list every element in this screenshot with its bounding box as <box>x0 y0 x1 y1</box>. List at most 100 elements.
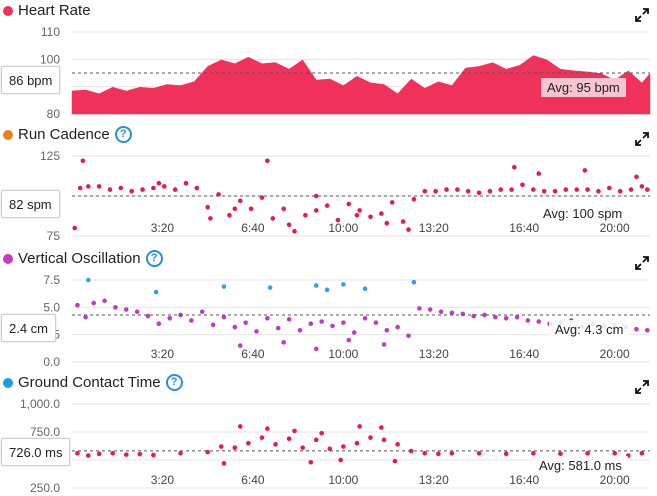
expand-icon[interactable] <box>635 132 649 146</box>
x-tick-label: 20:00 <box>600 473 630 487</box>
data-point <box>91 300 97 306</box>
data-point <box>85 184 91 189</box>
outlier-point <box>85 277 91 283</box>
run-cadence-current-value: 82 spm <box>1 190 60 218</box>
expand-icon[interactable] <box>635 8 649 22</box>
y-tick-label: 75 <box>47 229 61 243</box>
data-point <box>596 188 601 194</box>
help-icon[interactable]: ? <box>145 250 163 267</box>
data-point <box>208 216 213 221</box>
x-tick-label: 10:00 <box>328 347 358 361</box>
data-point <box>634 326 639 332</box>
data-point <box>639 450 645 456</box>
run-cadence-title: Run Cadence ? <box>3 126 132 143</box>
vertical-oscillation-title-label: Vertical Oscillation <box>18 250 141 267</box>
data-point <box>338 457 343 463</box>
data-point <box>384 220 390 226</box>
y-tick-label: 7.5 <box>43 273 60 287</box>
outlier-point <box>324 287 330 293</box>
data-point <box>319 430 324 436</box>
data-point <box>123 452 129 457</box>
ground-contact-current-value: 726.0 ms <box>1 438 71 466</box>
ground-contact-time-panel: Ground Contact Time ? 1,000.0750.0500.02… <box>0 372 657 496</box>
data-point <box>243 320 248 325</box>
data-point <box>503 315 509 321</box>
y-tick-label: 5.0 <box>43 300 60 314</box>
data-point <box>248 206 254 212</box>
data-point <box>85 453 91 458</box>
data-point <box>205 204 210 210</box>
x-tick-label: 6:40 <box>241 347 265 361</box>
data-point <box>286 436 292 442</box>
data-point <box>520 182 525 188</box>
heart-rate-color-dot <box>3 5 13 16</box>
data-point <box>313 193 319 199</box>
data-point <box>313 437 319 443</box>
data-point <box>354 212 360 218</box>
run-cadence-average-label: Avg: 100 spm <box>537 204 629 223</box>
data-point <box>465 188 471 194</box>
data-point <box>107 187 113 192</box>
data-point <box>552 188 558 194</box>
data-point <box>172 187 178 192</box>
data-point <box>221 461 227 466</box>
data-point <box>151 452 156 458</box>
data-point <box>351 330 357 335</box>
data-point <box>221 314 227 320</box>
x-tick-label: 20:00 <box>600 221 630 235</box>
data-point <box>80 158 86 164</box>
data-point <box>194 185 200 191</box>
data-point <box>455 187 460 192</box>
help-icon[interactable]: ? <box>165 374 183 391</box>
data-point <box>232 445 238 450</box>
data-point <box>286 222 292 228</box>
expand-icon[interactable] <box>635 256 649 270</box>
data-point <box>400 219 406 224</box>
data-point <box>444 187 449 192</box>
data-point <box>237 424 243 429</box>
data-point <box>129 188 134 194</box>
data-point <box>498 187 504 192</box>
x-tick-label: 3:20 <box>151 221 175 235</box>
data-point <box>357 424 362 429</box>
y-tick-label: 125 <box>40 149 60 163</box>
data-point <box>531 187 536 192</box>
data-point <box>273 442 278 447</box>
x-tick-label: 3:20 <box>151 347 175 361</box>
help-icon[interactable]: ? <box>114 126 132 143</box>
x-tick-label: 16:40 <box>509 473 539 487</box>
data-point <box>246 440 251 446</box>
data-point <box>436 451 441 457</box>
data-point <box>644 187 650 192</box>
data-point <box>408 448 414 454</box>
data-point <box>392 458 398 464</box>
data-point <box>536 319 542 324</box>
data-point <box>237 343 243 348</box>
data-point <box>487 188 493 194</box>
data-point <box>585 187 590 192</box>
data-point <box>406 333 411 339</box>
data-point <box>265 158 270 164</box>
data-point <box>183 180 189 186</box>
data-point <box>151 185 156 191</box>
data-point <box>384 327 390 333</box>
data-point <box>341 444 346 449</box>
data-point <box>156 321 162 327</box>
data-point <box>145 313 151 319</box>
x-tick-label: 6:40 <box>241 473 265 487</box>
data-point <box>156 180 162 186</box>
y-tick-label: 80 <box>47 107 61 121</box>
data-point <box>259 435 265 440</box>
outlier-point <box>341 282 346 287</box>
y-tick-label: 750.0 <box>30 425 60 439</box>
data-point <box>395 324 400 330</box>
run-cadence-title-label: Run Cadence <box>18 126 110 143</box>
expand-icon[interactable] <box>635 380 649 394</box>
data-point <box>330 323 335 329</box>
data-point <box>327 446 333 452</box>
data-point <box>189 318 194 323</box>
data-point <box>558 451 563 457</box>
data-point <box>612 450 618 456</box>
data-point <box>254 329 259 334</box>
